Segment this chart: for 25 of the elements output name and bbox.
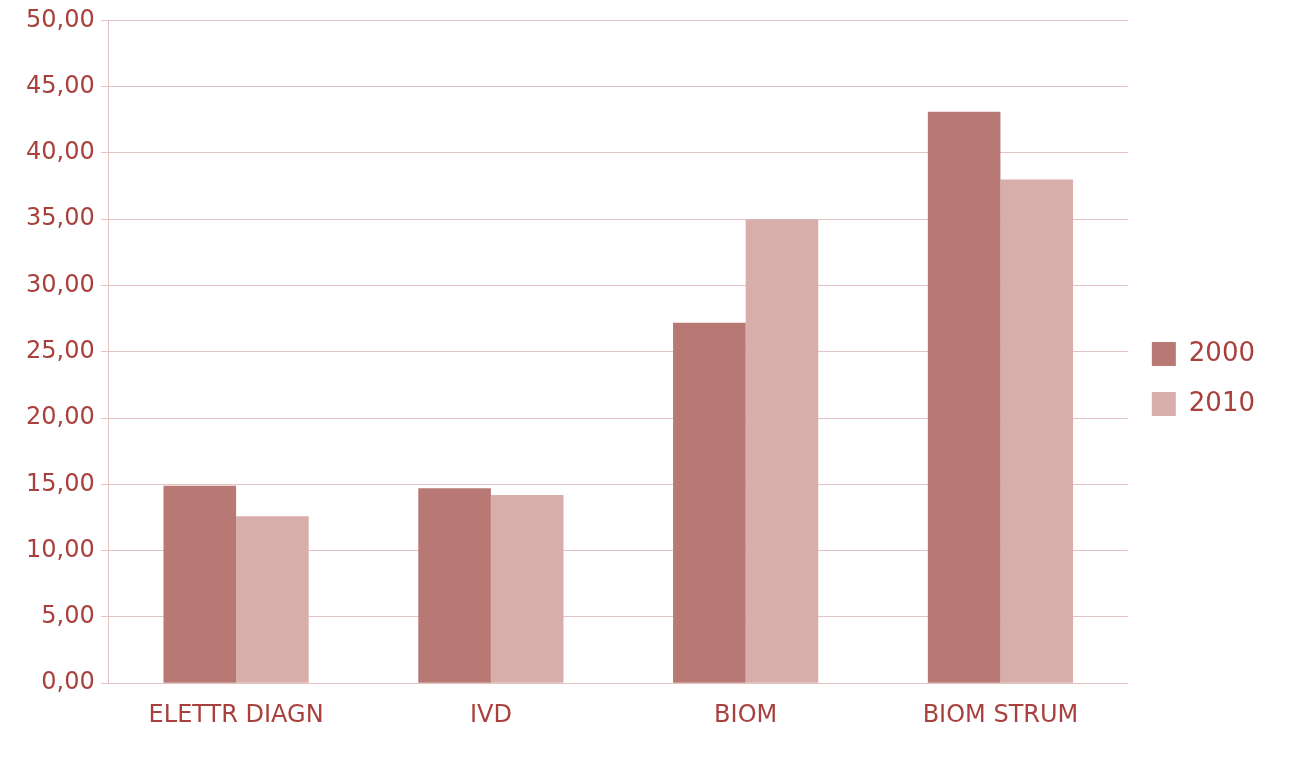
y-tick-label: 35,00: [25, 203, 95, 232]
y-tick-label: 20,00: [25, 402, 95, 431]
bar: [673, 322, 746, 683]
y-tick-label: 40,00: [25, 137, 95, 166]
bar: [927, 111, 1001, 683]
y-tick-label: 15,00: [25, 468, 95, 497]
y-tick-label: 0,00: [41, 667, 95, 696]
bar: [1000, 179, 1074, 683]
y-tick-label: 5,00: [41, 601, 95, 630]
y-tick-label: 45,00: [25, 70, 95, 99]
bar: [236, 516, 309, 683]
y-tick-label: 25,00: [25, 336, 95, 365]
y-tick-label: 10,00: [25, 534, 95, 563]
x-tick-label: BIOM: [714, 699, 778, 728]
y-tick-label: 30,00: [25, 269, 95, 298]
y-tick-label: 50,00: [25, 4, 95, 33]
bar: [163, 485, 237, 683]
x-tick-label: IVD: [469, 699, 512, 728]
legend-label: 2010: [1188, 386, 1255, 417]
bar: [490, 494, 564, 683]
bar: [745, 219, 819, 683]
x-tick-label: BIOM STRUM: [922, 699, 1079, 728]
bar: [418, 488, 491, 683]
x-tick-label: ELETTR DIAGN: [148, 699, 324, 728]
legend-label: 2000: [1188, 336, 1255, 367]
